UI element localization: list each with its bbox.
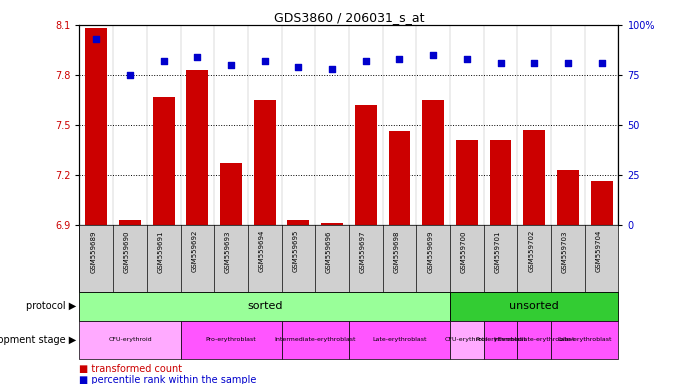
Point bbox=[124, 72, 135, 78]
Bar bbox=[490, 140, 511, 225]
Text: Pro-erythroblast: Pro-erythroblast bbox=[206, 337, 256, 343]
Point bbox=[462, 56, 473, 62]
Text: ■ transformed count: ■ transformed count bbox=[79, 364, 182, 374]
Point bbox=[192, 54, 203, 60]
Text: GSM559697: GSM559697 bbox=[360, 230, 366, 273]
Point bbox=[259, 58, 270, 64]
Bar bbox=[187, 70, 208, 225]
Text: Intermediate-erythroblast: Intermediate-erythroblast bbox=[493, 337, 575, 343]
Point bbox=[293, 64, 304, 70]
Text: protocol ▶: protocol ▶ bbox=[26, 301, 76, 311]
Point bbox=[529, 60, 540, 66]
Point bbox=[394, 56, 405, 62]
Bar bbox=[153, 96, 175, 225]
Point bbox=[596, 60, 607, 66]
Bar bbox=[591, 181, 612, 225]
Text: GSM559695: GSM559695 bbox=[292, 230, 299, 272]
Text: GSM559699: GSM559699 bbox=[427, 230, 433, 273]
Bar bbox=[484, 321, 518, 359]
Bar bbox=[180, 321, 281, 359]
Bar bbox=[450, 321, 484, 359]
Bar bbox=[355, 105, 377, 225]
Text: development stage ▶: development stage ▶ bbox=[0, 335, 76, 345]
Text: Intermediate-erythroblast: Intermediate-erythroblast bbox=[274, 337, 356, 343]
Text: Pro-erythroblast: Pro-erythroblast bbox=[475, 337, 526, 343]
Bar bbox=[388, 131, 410, 225]
Text: ■ percentile rank within the sample: ■ percentile rank within the sample bbox=[79, 375, 257, 384]
Bar bbox=[220, 163, 242, 225]
Text: CFU-erythroid: CFU-erythroid bbox=[445, 337, 489, 343]
Bar bbox=[86, 28, 107, 225]
Text: GSM559689: GSM559689 bbox=[91, 230, 96, 273]
Title: GDS3860 / 206031_s_at: GDS3860 / 206031_s_at bbox=[274, 11, 424, 24]
Point bbox=[91, 36, 102, 42]
Bar bbox=[281, 321, 349, 359]
Bar bbox=[422, 100, 444, 225]
Bar bbox=[518, 321, 551, 359]
Point bbox=[360, 58, 371, 64]
Point bbox=[562, 60, 574, 66]
Text: GSM559702: GSM559702 bbox=[528, 230, 534, 272]
Text: GSM559700: GSM559700 bbox=[461, 230, 467, 273]
Bar bbox=[119, 220, 141, 225]
Bar bbox=[321, 223, 343, 225]
Text: GSM559690: GSM559690 bbox=[124, 230, 130, 273]
Text: GSM559694: GSM559694 bbox=[258, 230, 265, 272]
Text: sorted: sorted bbox=[247, 301, 283, 311]
Point bbox=[225, 62, 236, 68]
Point bbox=[495, 60, 506, 66]
Point bbox=[327, 66, 338, 72]
Point bbox=[428, 52, 439, 58]
Text: GSM559698: GSM559698 bbox=[393, 230, 399, 273]
Bar bbox=[450, 292, 618, 321]
Text: GSM559701: GSM559701 bbox=[495, 230, 500, 273]
Text: Late-erythroblast: Late-erythroblast bbox=[558, 337, 612, 343]
Bar bbox=[456, 140, 477, 225]
Text: unsorted: unsorted bbox=[509, 301, 559, 311]
Text: GSM559693: GSM559693 bbox=[225, 230, 231, 273]
Bar bbox=[79, 292, 450, 321]
Bar bbox=[254, 100, 276, 225]
Bar bbox=[557, 170, 579, 225]
Text: Late-erythroblast: Late-erythroblast bbox=[372, 337, 427, 343]
Text: GSM559703: GSM559703 bbox=[562, 230, 568, 273]
Bar bbox=[523, 130, 545, 225]
Text: CFU-erythroid: CFU-erythroid bbox=[108, 337, 152, 343]
Bar bbox=[79, 321, 180, 359]
Text: GSM559704: GSM559704 bbox=[596, 230, 602, 272]
Text: GSM559691: GSM559691 bbox=[158, 230, 164, 273]
Bar bbox=[287, 220, 310, 225]
Text: GSM559692: GSM559692 bbox=[191, 230, 198, 272]
Bar bbox=[349, 321, 450, 359]
Point bbox=[158, 58, 169, 64]
Bar bbox=[551, 321, 618, 359]
Text: GSM559696: GSM559696 bbox=[326, 230, 332, 273]
